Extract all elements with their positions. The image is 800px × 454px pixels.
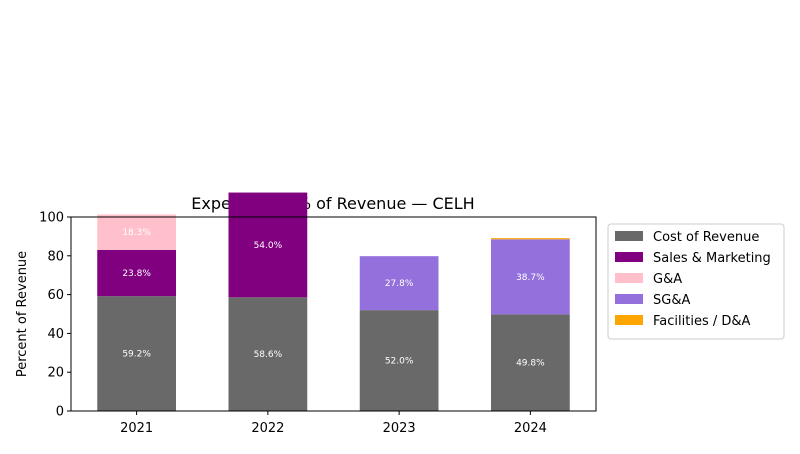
legend-label: Facilities / D&A [653,314,751,329]
bar-data-label: 38.7% [516,273,545,283]
x-tick-label: 2022 [251,421,284,436]
y-tick-label: 40 [47,327,64,342]
legend-box [607,223,785,340]
bar-data-label: 49.8% [516,359,545,369]
bar-segment-2022-1 [228,192,308,298]
bar-segment-2021-2 [97,214,176,250]
bar-data-label: 23.8% [122,269,151,279]
y-tick-label: 60 [47,288,64,303]
bar-segment-2024-4 [491,238,570,240]
bar-segment-2024-3 [491,239,570,315]
legend-label: Sales & Marketing [653,251,771,266]
bar-labels-layer: 59.2% 23.8% 18.3% 58.6% 54.0% 52.0% 27.8% 49.8%… [122,228,545,368]
bar-segment-2024-0 [491,314,570,411]
legend-label: SG&A [653,293,690,308]
legend-swatch [615,294,643,304]
legend-label: Cost of Revenue [653,230,759,245]
bar-segment-2022-0 [228,297,308,411]
bar-data-label: 18.3% [122,228,151,238]
legend-swatch [615,252,643,262]
bar-segment-2023-3 [359,256,439,311]
bar-segment-2021-1 [97,249,176,297]
legend-label: G&A [653,272,682,287]
y-tick-label: 100 [39,211,64,226]
bar-data-label: 54.0% [254,241,283,251]
bar-data-label: 59.2% [122,350,151,360]
y-axis-label: Percent of Revenue [15,251,30,377]
plot-frame [70,216,597,412]
x-tick-label: 2023 [383,421,416,436]
x-tick-label: 2024 [514,421,547,436]
bar-segment-2021-0 [97,296,176,411]
bar-segment-2023-0 [359,310,439,411]
y-tick-label: 20 [47,366,64,381]
bars-layer [97,192,570,411]
axes-layer: 0 20 40 60 80 100 2021 2022 2023 2024 [39,211,597,436]
legend: Cost of Revenue Sales & Marketing G&A SG&A F… [607,223,785,340]
legend-swatch [615,231,643,241]
y-tick-label: 0 [56,405,64,420]
bar-data-label: 58.6% [254,350,283,360]
bar-data-label: 52.0% [385,357,414,367]
x-tick-label: 2021 [120,421,153,436]
y-tick-label: 80 [47,249,64,264]
bar-data-label: 27.8% [385,279,414,289]
legend-swatch [615,273,643,283]
legend-swatch [615,315,643,325]
